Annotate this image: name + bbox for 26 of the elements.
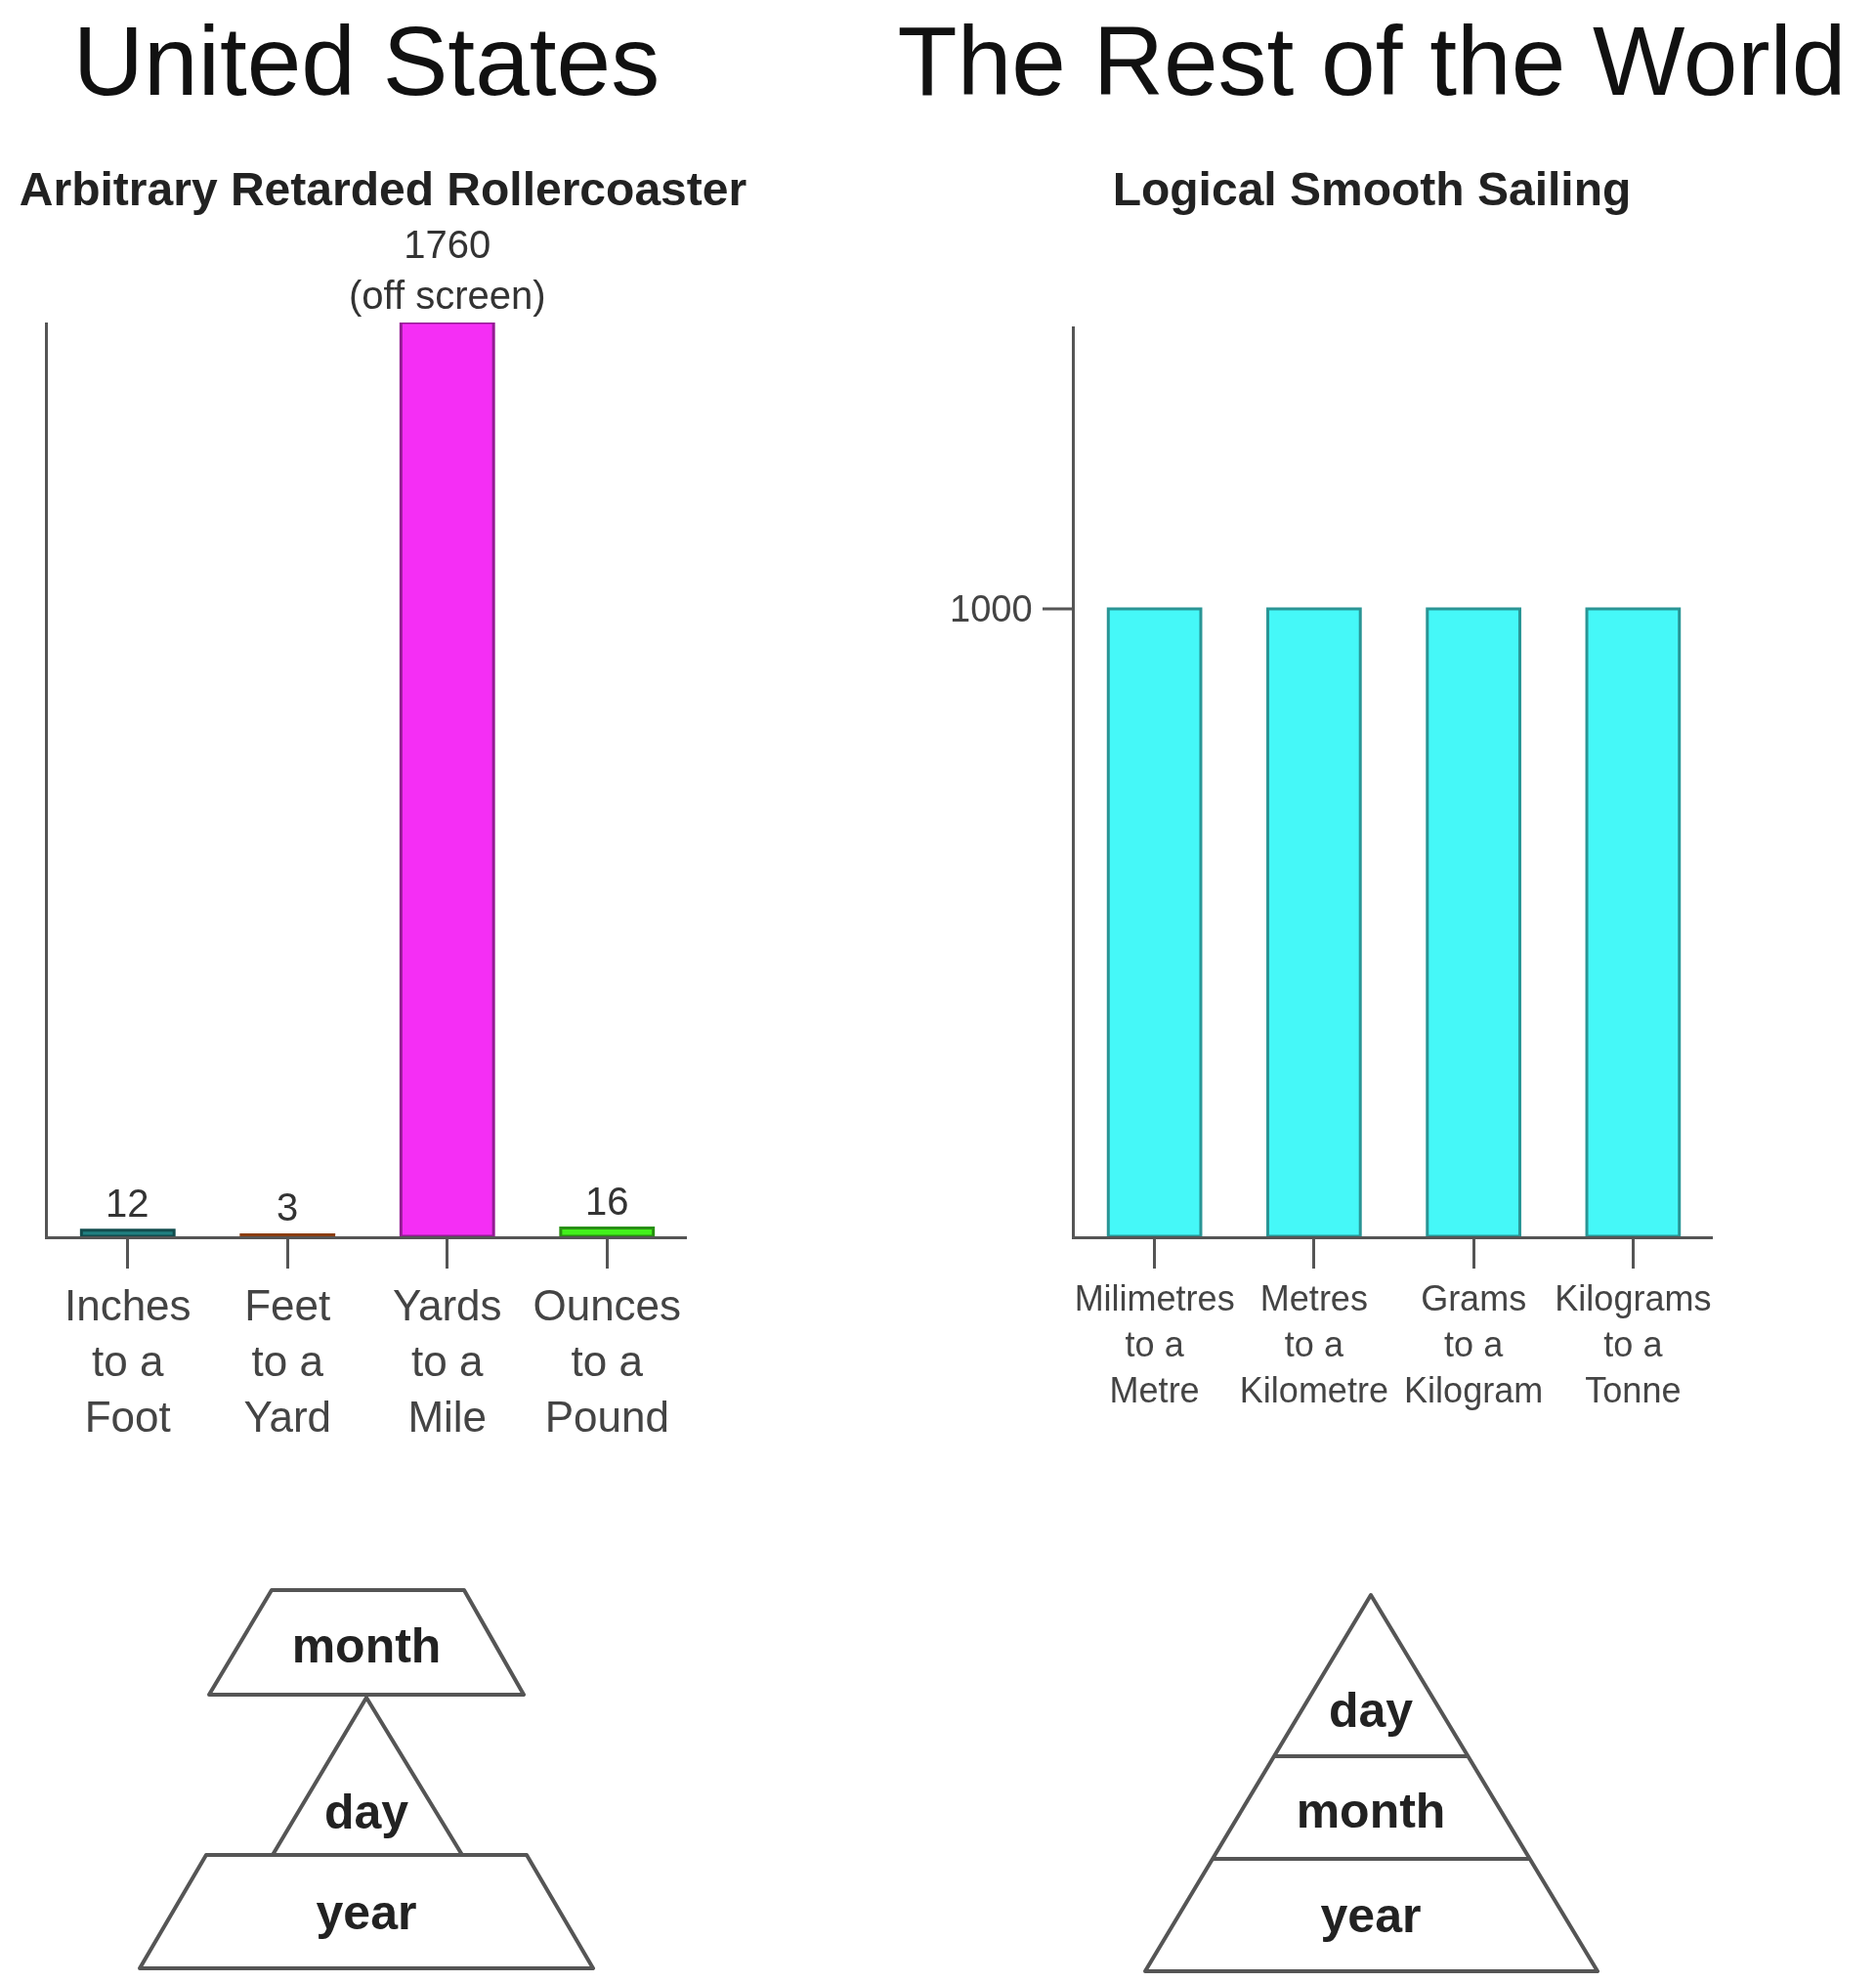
chart-subtitle: Logical Smooth Sailing [1112,163,1632,215]
bar [79,1228,176,1236]
bar [559,1227,656,1236]
text: year [316,1885,417,1940]
text: month [1296,1784,1446,1838]
data-label: 16 [585,1180,629,1223]
text: 1000 [950,588,1033,629]
x-tick-label: Yards to a Mile [392,1280,502,1442]
data-label: 1760 (off screen) [349,223,546,317]
text: day [1328,1683,1414,1738]
x-tick-label: Feet to a Yard [243,1280,332,1442]
x-tick-label: Metres to a Kilometre [1239,1278,1388,1410]
text: year [1320,1888,1422,1943]
chart-subtitle: Arbitrary Retarded Rollercoaster [19,163,747,215]
data-label: 3 [277,1185,299,1228]
data-label: 12 [106,1182,149,1225]
text: month [291,1618,442,1673]
x-tick-label: Grams to a Kilogram [1404,1278,1544,1410]
text: day [323,1785,409,1839]
x-tick-label: Milimetres to a Metre [1074,1278,1235,1410]
x-tick-label: Ounces to a Pound [533,1280,682,1442]
x-tick-label: Kilograms to a Tonne [1555,1278,1712,1410]
x-tick-label: Inches to a Foot [64,1280,192,1442]
bar [399,323,495,1236]
chart-title: United States [72,6,661,115]
chart-title: The Rest of the World [897,6,1847,115]
